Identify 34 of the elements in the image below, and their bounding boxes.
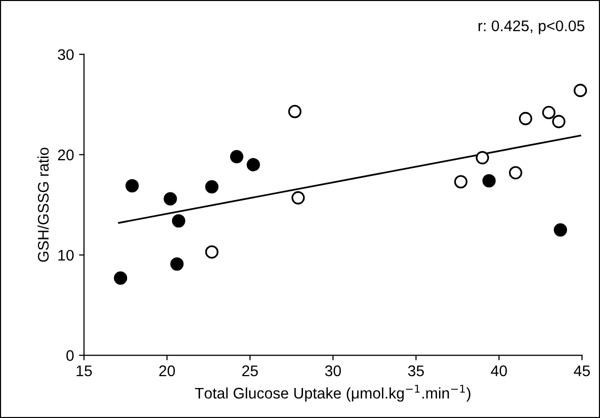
- x-tick-label: 40: [490, 365, 507, 376]
- point: [230, 150, 244, 164]
- point: [205, 245, 218, 259]
- y-axis-title: GSH/GSSG ratio: [37, 148, 49, 262]
- point: [205, 180, 218, 194]
- point: [164, 192, 177, 206]
- y-tick-label: 30: [58, 49, 74, 60]
- point: [172, 214, 186, 228]
- point: [574, 84, 587, 98]
- x-tick-label: 15: [76, 366, 92, 376]
- point: [114, 271, 128, 285]
- point: [125, 179, 139, 192]
- x-tick-label: 30: [325, 365, 341, 376]
- y-tick-label: 20: [58, 150, 74, 160]
- x-tick-label: 45: [574, 366, 590, 376]
- point: [554, 223, 568, 237]
- x-axis-title: Total Glucose Uptake (μmol.kg$^{−1}$.min$^{−1}$): [195, 384, 470, 402]
- point: [518, 112, 532, 126]
- x-tick-label: 20: [159, 365, 175, 376]
- point: [542, 106, 556, 120]
- point: [291, 191, 305, 204]
- x-tick-label: 35: [408, 365, 424, 376]
- point: [170, 257, 184, 271]
- point: [552, 114, 566, 128]
- point: [482, 174, 496, 188]
- y-tick-label: 10: [58, 250, 74, 261]
- point: [288, 104, 302, 118]
- x-tick-label: 25: [242, 365, 258, 376]
- point: [246, 158, 260, 172]
- point: [508, 166, 522, 180]
- y-tick-label: 0: [66, 350, 74, 361]
- point: [454, 175, 468, 188]
- text: r: 0.425, p<0.05: [478, 20, 584, 34]
- point: [476, 151, 490, 164]
